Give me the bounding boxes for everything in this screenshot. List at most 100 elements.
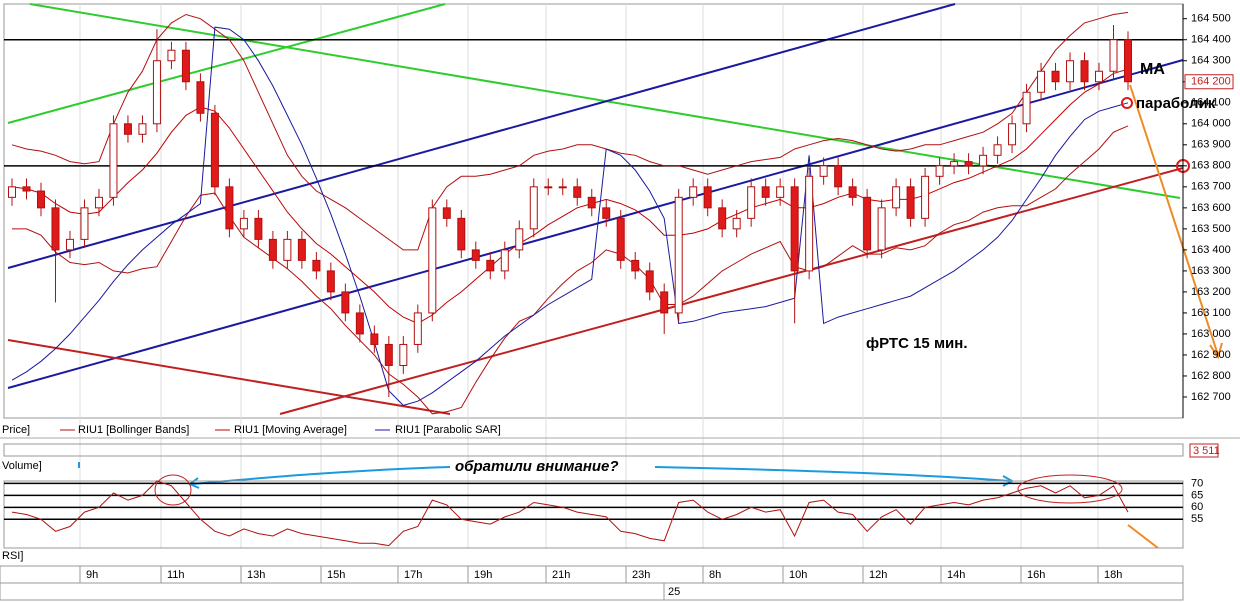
candle-body: [906, 186, 915, 219]
marker-ellipse: [154, 474, 192, 506]
candle-body: [297, 238, 306, 261]
x-tick-label: 16h: [1027, 569, 1045, 581]
candle-body: [1037, 70, 1046, 93]
y-tick-label: 162 800: [1191, 370, 1231, 382]
candle-body: [1051, 70, 1060, 83]
candle-body: [1022, 91, 1031, 125]
arrow: [191, 466, 451, 485]
y-tick-label: 163 400: [1191, 244, 1231, 256]
legend-label: RIU1 [Bollinger Bands]: [78, 424, 189, 436]
y-tick-label: 162 700: [1191, 391, 1231, 403]
candle-body: [123, 123, 132, 135]
volume-box: [1189, 443, 1219, 458]
y-tick-label: 163 700: [1191, 181, 1231, 193]
arrow-head: [1209, 342, 1223, 360]
y-tick-label: 163 100: [1191, 307, 1231, 319]
candle-body: [471, 249, 480, 261]
annotation: параболик: [1136, 95, 1216, 112]
x-tick-label: 23h: [632, 569, 650, 581]
annotation: MA: [1140, 61, 1165, 78]
x-tick-label: 18h: [1104, 569, 1122, 581]
candle-body: [1124, 39, 1132, 83]
x-tick-label: 9h: [86, 569, 98, 581]
x-tick-label: 21h: [552, 569, 570, 581]
candle-body: [631, 259, 640, 272]
candle-body: [326, 270, 335, 293]
trend-line: [7, 339, 451, 415]
legend-label: RIU1 [Parabolic SAR]: [395, 424, 501, 436]
candle-body: [616, 217, 625, 261]
candle-body: [718, 207, 727, 230]
candle-body: [573, 186, 582, 198]
arrow: [1127, 524, 1159, 549]
rsi-tick-label: 60: [1191, 501, 1203, 513]
y-tick-label: 164 000: [1191, 118, 1231, 130]
candle-body: [558, 186, 567, 189]
last-price-label: 164 200: [1191, 76, 1231, 88]
rsi-panel: [3, 480, 1184, 549]
y-tick-label: 163 800: [1191, 160, 1231, 172]
candle-body: [8, 186, 16, 198]
candle-body: [834, 165, 843, 188]
candle-body: [413, 312, 422, 345]
arrow: [654, 466, 1011, 482]
candle-body: [442, 207, 451, 219]
candle-body: [181, 49, 190, 83]
y-tick-label: 163 600: [1191, 202, 1231, 214]
candle-body: [602, 207, 611, 219]
candle-body: [732, 217, 741, 230]
candle-body: [51, 207, 60, 251]
candle-body: [689, 186, 698, 198]
candle-body: [935, 165, 944, 177]
x-tick-label: 12h: [869, 569, 887, 581]
candle-body: [790, 186, 799, 272]
candle-body: [761, 186, 770, 198]
candle-body: [109, 123, 118, 198]
candle-body: [964, 161, 973, 167]
trend-line: [279, 167, 1184, 415]
x-tick-label: 15h: [327, 569, 345, 581]
candle-body: [196, 81, 205, 114]
rsi-line: [11, 480, 1129, 547]
candle-body: [138, 123, 147, 135]
candle-body: [355, 312, 364, 335]
candle-body: [94, 196, 103, 209]
rsi-tick-label: 70: [1191, 477, 1203, 489]
y-tick-label: 164 100: [1191, 97, 1231, 109]
candle-body: [993, 144, 1002, 156]
legend-label: RSI]: [2, 550, 23, 562]
candle-body: [529, 186, 538, 230]
volume-value: 3 511: [1193, 445, 1220, 457]
volume-panel: [3, 443, 1184, 457]
marker-ellipse: [1017, 474, 1123, 504]
candle-body: [457, 217, 466, 251]
y-tick-label: 162 900: [1191, 349, 1231, 361]
candle-body: [544, 186, 553, 189]
rsi-annotations: [154, 474, 1159, 549]
parabolic-sar: [11, 26, 1129, 406]
candle-body: [645, 270, 654, 293]
legend-label: RIU1 [Moving Average]: [234, 424, 347, 436]
candle-body: [863, 196, 872, 251]
candle-body: [283, 238, 292, 261]
candle-body: [1080, 60, 1089, 83]
candle-body: [776, 186, 785, 198]
rsi-tick-label: 55: [1191, 513, 1203, 525]
x-tick-label: 14h: [947, 569, 965, 581]
date-label: 25: [668, 586, 680, 598]
candle-body: [341, 291, 350, 314]
candle-body: [384, 343, 393, 366]
candle-body: [1095, 70, 1104, 83]
candle-body: [660, 291, 669, 314]
candle-body: [921, 175, 930, 219]
x-tick-label: 10h: [789, 569, 807, 581]
y-tick-label: 164 300: [1191, 55, 1231, 67]
x-tick-label: 13h: [247, 569, 265, 581]
candle-body: [167, 49, 176, 62]
y-tick-label: 163 300: [1191, 265, 1231, 277]
candle-body: [848, 186, 857, 198]
candle-body: [1109, 39, 1118, 72]
arrow: [1129, 84, 1219, 356]
